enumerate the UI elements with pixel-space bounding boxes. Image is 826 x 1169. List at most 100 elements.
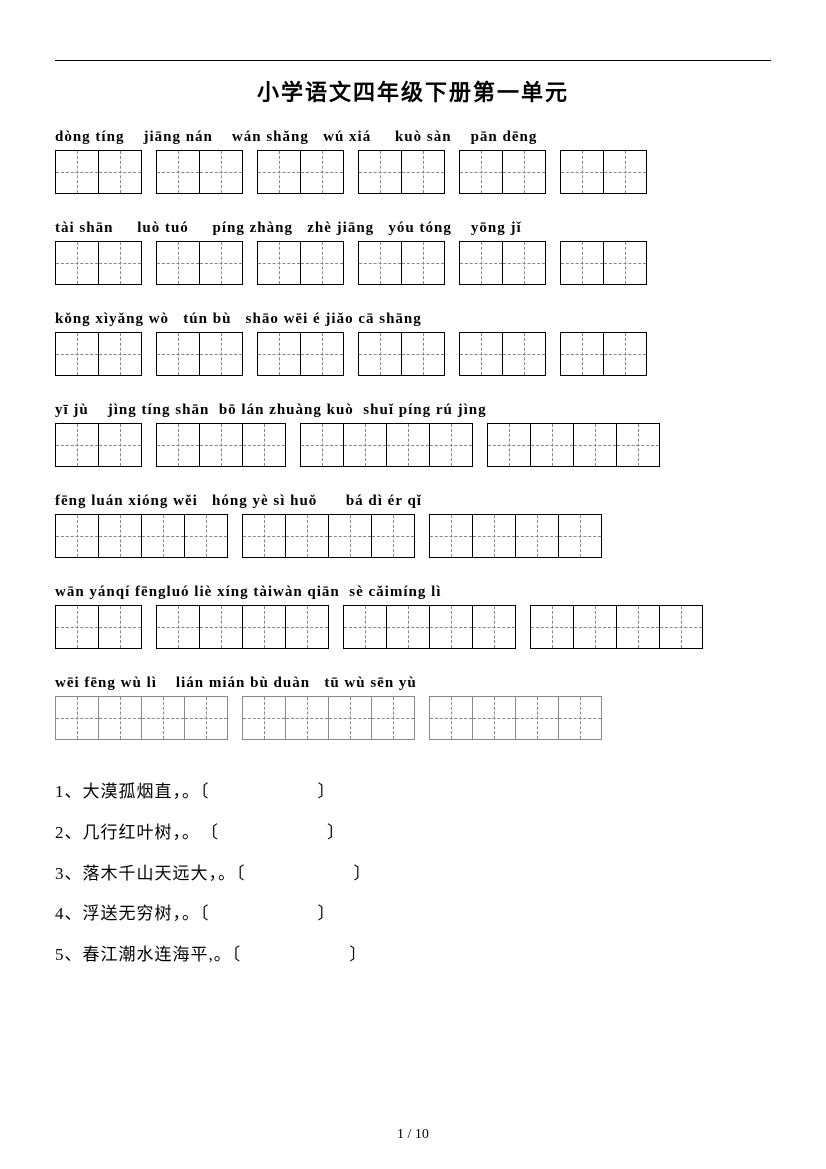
pinyin-line: wēi fēng wù lì lián mián bù duàn tū wù s…	[55, 675, 771, 692]
tianzige-cell[interactable]	[156, 423, 200, 467]
exercise-row: tài shān luò tuó píng zhàng zhè jiāng yó…	[55, 220, 771, 285]
tianzige-cell[interactable]	[558, 514, 602, 558]
char-group	[459, 241, 546, 285]
tianzige-cell[interactable]	[487, 423, 531, 467]
tianzige-cell[interactable]	[199, 332, 243, 376]
tianzige-cell[interactable]	[242, 605, 286, 649]
tianzige-cell[interactable]	[156, 332, 200, 376]
tianzige-cell[interactable]	[257, 332, 301, 376]
tianzige-cell[interactable]	[459, 150, 503, 194]
tianzige-cell[interactable]	[98, 332, 142, 376]
tianzige-cell[interactable]	[429, 605, 473, 649]
tianzige-cell[interactable]	[472, 605, 516, 649]
tianzige-cell[interactable]	[156, 241, 200, 285]
tianzige-cell[interactable]	[199, 150, 243, 194]
tianzige-cell[interactable]	[371, 514, 415, 558]
tianzige-cell[interactable]	[156, 150, 200, 194]
tianzige-cell[interactable]	[659, 605, 703, 649]
pinyin-line: fēng luán xióng wěi hóng yè sì huǒ bá dì…	[55, 493, 771, 510]
char-group	[257, 241, 344, 285]
tianzige-cell[interactable]	[515, 514, 559, 558]
tianzige-cell[interactable]	[98, 150, 142, 194]
tianzige-cell[interactable]	[98, 696, 142, 740]
pinyin-word: tún bù	[183, 311, 245, 328]
tianzige-cell[interactable]	[343, 423, 387, 467]
pinyin-word: yōng jǐ	[471, 220, 522, 237]
tianzige-cell[interactable]	[573, 605, 617, 649]
tianzige-cell[interactable]	[616, 605, 660, 649]
tianzige-cell[interactable]	[386, 605, 430, 649]
tianzige-cell[interactable]	[502, 150, 546, 194]
tianzige-cell[interactable]	[328, 696, 372, 740]
tianzige-cell[interactable]	[603, 332, 647, 376]
tianzige-cell[interactable]	[98, 241, 142, 285]
tianzige-cell[interactable]	[98, 423, 142, 467]
tianzige-cell[interactable]	[358, 241, 402, 285]
tianzige-cell[interactable]	[603, 241, 647, 285]
tianzige-cell[interactable]	[184, 696, 228, 740]
pinyin-word: shāo wēi	[246, 311, 313, 328]
tianzige-cell[interactable]	[429, 514, 473, 558]
char-group	[55, 605, 142, 649]
tianzige-cell[interactable]	[98, 514, 142, 558]
tianzige-cell[interactable]	[472, 696, 516, 740]
tianzige-cell[interactable]	[199, 423, 243, 467]
char-group	[156, 241, 243, 285]
tianzige-cell[interactable]	[98, 605, 142, 649]
tianzige-cell[interactable]	[386, 423, 430, 467]
tianzige-cell[interactable]	[558, 696, 602, 740]
tianzige-cell[interactable]	[300, 332, 344, 376]
tianzige-cell[interactable]	[560, 332, 604, 376]
tianzige-cell[interactable]	[242, 423, 286, 467]
tianzige-cell[interactable]	[300, 150, 344, 194]
tianzige-cell[interactable]	[502, 241, 546, 285]
tianzige-cell[interactable]	[285, 514, 329, 558]
tianzige-cell[interactable]	[401, 241, 445, 285]
tianzige-cell[interactable]	[502, 332, 546, 376]
tianzige-cell[interactable]	[515, 696, 559, 740]
tianzige-cell[interactable]	[55, 423, 99, 467]
tianzige-cell[interactable]	[55, 696, 99, 740]
pinyin-word: qí fēng	[116, 584, 167, 601]
tianzige-cell[interactable]	[242, 514, 286, 558]
tianzige-cell[interactable]	[358, 150, 402, 194]
tianzige-cell[interactable]	[530, 605, 574, 649]
tianzige-cell[interactable]	[401, 150, 445, 194]
tianzige-cell[interactable]	[560, 150, 604, 194]
pinyin-word: tū wù sēn yù	[324, 675, 416, 692]
tianzige-cell[interactable]	[285, 605, 329, 649]
tianzige-cell[interactable]	[55, 514, 99, 558]
tianzige-cell[interactable]	[285, 696, 329, 740]
tianzige-cell[interactable]	[429, 423, 473, 467]
tianzige-cell[interactable]	[573, 423, 617, 467]
tianzige-cell[interactable]	[300, 241, 344, 285]
tianzige-cell[interactable]	[358, 332, 402, 376]
tianzige-cell[interactable]	[141, 696, 185, 740]
tianzige-cell[interactable]	[257, 150, 301, 194]
tianzige-cell[interactable]	[55, 605, 99, 649]
tianzige-cell[interactable]	[141, 514, 185, 558]
exercise-row: wēi fēng wù lì lián mián bù duàn tū wù s…	[55, 675, 771, 740]
tianzige-cell[interactable]	[530, 423, 574, 467]
tianzige-cell[interactable]	[371, 696, 415, 740]
tianzige-cell[interactable]	[156, 605, 200, 649]
tianzige-cell[interactable]	[401, 332, 445, 376]
tianzige-cell[interactable]	[199, 241, 243, 285]
tianzige-cell[interactable]	[242, 696, 286, 740]
tianzige-cell[interactable]	[257, 241, 301, 285]
tianzige-cell[interactable]	[459, 241, 503, 285]
tianzige-cell[interactable]	[55, 241, 99, 285]
tianzige-cell[interactable]	[328, 514, 372, 558]
tianzige-cell[interactable]	[55, 150, 99, 194]
tianzige-cell[interactable]	[616, 423, 660, 467]
tianzige-cell[interactable]	[300, 423, 344, 467]
tianzige-cell[interactable]	[459, 332, 503, 376]
tianzige-cell[interactable]	[472, 514, 516, 558]
tianzige-cell[interactable]	[184, 514, 228, 558]
tianzige-cell[interactable]	[343, 605, 387, 649]
tianzige-cell[interactable]	[560, 241, 604, 285]
tianzige-cell[interactable]	[55, 332, 99, 376]
tianzige-cell[interactable]	[199, 605, 243, 649]
tianzige-cell[interactable]	[429, 696, 473, 740]
tianzige-cell[interactable]	[603, 150, 647, 194]
